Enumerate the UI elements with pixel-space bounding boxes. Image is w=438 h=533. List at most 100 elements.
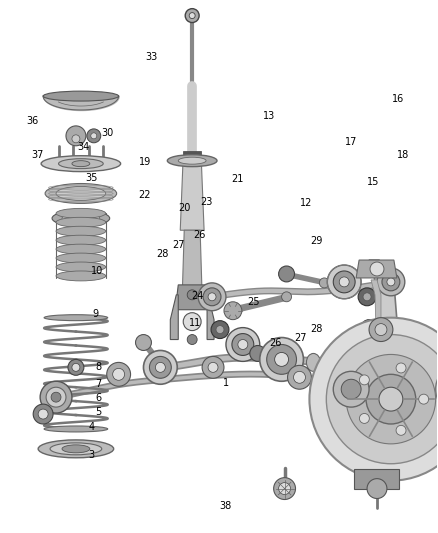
Circle shape bbox=[335, 356, 353, 373]
Circle shape bbox=[267, 344, 297, 374]
Circle shape bbox=[319, 278, 329, 288]
Text: 27: 27 bbox=[173, 240, 185, 251]
Polygon shape bbox=[180, 156, 204, 230]
Text: 36: 36 bbox=[27, 116, 39, 126]
Circle shape bbox=[187, 335, 197, 344]
Circle shape bbox=[334, 369, 364, 399]
Circle shape bbox=[339, 277, 349, 287]
Circle shape bbox=[419, 394, 429, 404]
Text: 25: 25 bbox=[247, 297, 260, 307]
Circle shape bbox=[309, 318, 438, 481]
Circle shape bbox=[144, 351, 177, 384]
Text: 37: 37 bbox=[31, 150, 43, 160]
Ellipse shape bbox=[50, 443, 102, 455]
Circle shape bbox=[51, 392, 61, 402]
Text: 27: 27 bbox=[294, 333, 306, 343]
Ellipse shape bbox=[56, 244, 106, 254]
Circle shape bbox=[396, 363, 406, 373]
Circle shape bbox=[279, 482, 290, 495]
Text: 7: 7 bbox=[95, 379, 101, 389]
Circle shape bbox=[366, 374, 416, 424]
Circle shape bbox=[211, 321, 229, 338]
Circle shape bbox=[72, 364, 80, 372]
Circle shape bbox=[396, 425, 406, 435]
Text: 6: 6 bbox=[95, 393, 101, 403]
Circle shape bbox=[274, 478, 296, 499]
Text: 28: 28 bbox=[156, 249, 168, 260]
Circle shape bbox=[183, 313, 201, 330]
Text: 18: 18 bbox=[397, 150, 410, 160]
Circle shape bbox=[375, 324, 387, 336]
Circle shape bbox=[238, 340, 248, 350]
Circle shape bbox=[149, 357, 171, 378]
Bar bbox=[183, 151, 201, 159]
Circle shape bbox=[232, 334, 254, 356]
Circle shape bbox=[226, 328, 260, 361]
Circle shape bbox=[327, 265, 361, 299]
Text: 24: 24 bbox=[191, 291, 204, 301]
Circle shape bbox=[293, 372, 305, 383]
Ellipse shape bbox=[307, 353, 320, 372]
Text: 26: 26 bbox=[193, 230, 205, 240]
Ellipse shape bbox=[56, 262, 106, 272]
Ellipse shape bbox=[44, 314, 108, 321]
Ellipse shape bbox=[38, 440, 114, 458]
Text: 4: 4 bbox=[88, 422, 95, 432]
Circle shape bbox=[216, 326, 224, 334]
Text: 11: 11 bbox=[188, 318, 201, 328]
Ellipse shape bbox=[56, 208, 106, 219]
Circle shape bbox=[187, 290, 197, 300]
Circle shape bbox=[198, 283, 226, 311]
Circle shape bbox=[379, 387, 403, 411]
Circle shape bbox=[326, 335, 438, 464]
Circle shape bbox=[275, 352, 289, 366]
Polygon shape bbox=[207, 295, 214, 340]
Text: 35: 35 bbox=[85, 173, 97, 182]
Text: 15: 15 bbox=[367, 177, 379, 187]
Text: 38: 38 bbox=[219, 501, 231, 511]
Circle shape bbox=[208, 362, 218, 373]
Circle shape bbox=[68, 359, 84, 375]
Circle shape bbox=[189, 13, 195, 19]
Ellipse shape bbox=[52, 211, 110, 226]
Circle shape bbox=[208, 293, 216, 301]
Circle shape bbox=[87, 129, 101, 143]
Text: 8: 8 bbox=[95, 362, 101, 372]
Circle shape bbox=[135, 335, 152, 351]
Circle shape bbox=[333, 372, 369, 407]
Circle shape bbox=[342, 377, 356, 391]
Ellipse shape bbox=[62, 213, 100, 223]
Polygon shape bbox=[182, 230, 202, 295]
Text: 26: 26 bbox=[269, 338, 282, 348]
Text: 28: 28 bbox=[311, 324, 323, 334]
Circle shape bbox=[333, 271, 355, 293]
Ellipse shape bbox=[56, 226, 106, 236]
Text: 13: 13 bbox=[262, 110, 275, 120]
Text: 22: 22 bbox=[138, 190, 151, 200]
Polygon shape bbox=[170, 295, 178, 340]
Ellipse shape bbox=[44, 426, 108, 432]
Circle shape bbox=[369, 318, 393, 342]
Text: 5: 5 bbox=[95, 407, 101, 417]
Circle shape bbox=[358, 288, 376, 306]
Polygon shape bbox=[175, 285, 210, 310]
Ellipse shape bbox=[178, 157, 206, 164]
Ellipse shape bbox=[56, 217, 106, 227]
Circle shape bbox=[370, 262, 384, 276]
Text: 12: 12 bbox=[300, 198, 312, 208]
Circle shape bbox=[377, 268, 405, 296]
Text: 1: 1 bbox=[223, 378, 230, 388]
Circle shape bbox=[292, 356, 301, 365]
Circle shape bbox=[202, 357, 224, 378]
Ellipse shape bbox=[56, 235, 106, 245]
Circle shape bbox=[360, 414, 369, 423]
Ellipse shape bbox=[56, 271, 106, 281]
Circle shape bbox=[40, 381, 72, 413]
Text: 29: 29 bbox=[311, 236, 323, 246]
Circle shape bbox=[224, 302, 242, 320]
Circle shape bbox=[38, 409, 48, 419]
Polygon shape bbox=[347, 260, 399, 479]
Circle shape bbox=[361, 320, 377, 336]
Circle shape bbox=[72, 135, 80, 143]
Circle shape bbox=[279, 266, 294, 282]
